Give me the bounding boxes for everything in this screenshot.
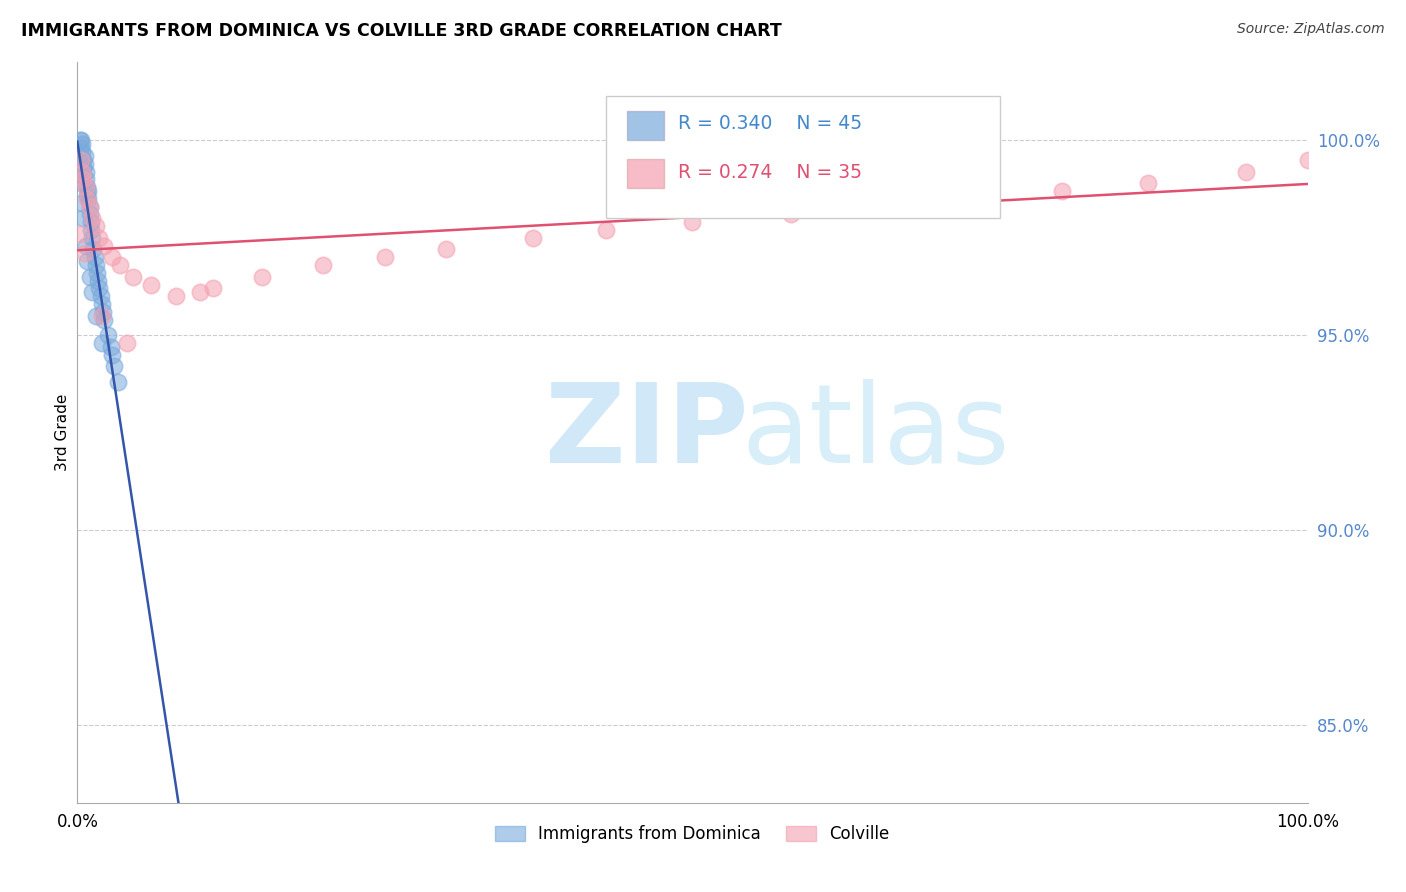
Point xyxy=(77,184,100,198)
Point xyxy=(83,250,105,264)
Point xyxy=(76,188,98,202)
Point xyxy=(121,269,143,284)
Point xyxy=(73,149,96,163)
Point xyxy=(72,161,94,175)
Point xyxy=(69,169,91,183)
Point xyxy=(374,250,396,264)
Point xyxy=(90,336,114,351)
Point xyxy=(188,285,212,300)
Text: Source: ZipAtlas.com: Source: ZipAtlas.com xyxy=(1237,22,1385,37)
Point xyxy=(93,238,115,252)
Point xyxy=(103,359,125,374)
Point xyxy=(77,192,100,206)
Text: IMMIGRANTS FROM DOMINICA VS COLVILLE 3RD GRADE CORRELATION CHART: IMMIGRANTS FROM DOMINICA VS COLVILLE 3RD… xyxy=(21,22,782,40)
Point xyxy=(79,200,101,214)
Point xyxy=(79,207,101,221)
Point xyxy=(72,153,94,167)
Point xyxy=(1050,184,1073,198)
Point xyxy=(73,157,96,171)
Point xyxy=(1234,164,1257,178)
Point xyxy=(91,305,114,319)
Point xyxy=(82,243,104,257)
Point xyxy=(75,164,97,178)
Point xyxy=(70,195,93,210)
Point xyxy=(101,250,124,264)
Point xyxy=(80,223,103,237)
Point xyxy=(79,200,101,214)
Legend: Immigrants from Dominica, Colville: Immigrants from Dominica, Colville xyxy=(488,819,897,850)
Point xyxy=(76,180,98,194)
Point xyxy=(107,375,129,389)
Point xyxy=(682,215,704,229)
Point xyxy=(82,285,104,300)
Point xyxy=(250,269,273,284)
Point xyxy=(90,289,112,303)
Point xyxy=(79,269,101,284)
Point xyxy=(70,145,93,159)
Point xyxy=(90,309,114,323)
Point xyxy=(97,328,120,343)
Point xyxy=(89,231,111,245)
Point xyxy=(69,133,91,147)
Point xyxy=(70,141,93,155)
Point xyxy=(70,137,93,152)
Point xyxy=(1296,153,1319,167)
Point xyxy=(115,336,138,351)
Point xyxy=(80,215,103,229)
Bar xyxy=(627,111,664,140)
Point xyxy=(72,172,94,186)
Point xyxy=(595,223,617,237)
Point xyxy=(93,312,115,326)
Point xyxy=(436,243,458,257)
Point xyxy=(866,200,889,214)
Point xyxy=(780,207,803,221)
Point xyxy=(70,164,93,178)
Point xyxy=(70,153,93,167)
Text: ZIP: ZIP xyxy=(546,379,748,486)
Point xyxy=(165,289,187,303)
Point xyxy=(82,211,104,226)
Point xyxy=(82,231,104,245)
Point xyxy=(1136,176,1159,190)
Point xyxy=(84,219,107,233)
Point xyxy=(100,340,122,354)
Point xyxy=(70,227,93,241)
Point xyxy=(76,192,98,206)
Point xyxy=(201,281,224,295)
Bar xyxy=(627,159,664,188)
Point xyxy=(75,238,97,252)
Point xyxy=(84,309,107,323)
Point xyxy=(70,133,93,147)
FancyBboxPatch shape xyxy=(606,95,1000,218)
Point xyxy=(90,297,114,311)
Point xyxy=(75,180,97,194)
Point xyxy=(312,258,335,272)
Point xyxy=(522,231,544,245)
Text: R = 0.340    N = 45: R = 0.340 N = 45 xyxy=(678,114,862,134)
Point xyxy=(75,172,97,186)
Point xyxy=(76,254,98,268)
Point xyxy=(141,277,163,292)
Point xyxy=(101,348,124,362)
Point xyxy=(110,258,132,272)
Y-axis label: 3rd Grade: 3rd Grade xyxy=(55,394,70,471)
Point xyxy=(86,266,108,280)
Point xyxy=(84,258,107,272)
Point xyxy=(72,211,94,226)
Point xyxy=(70,176,93,190)
Point xyxy=(952,192,974,206)
Point xyxy=(89,281,111,295)
Text: R = 0.274    N = 35: R = 0.274 N = 35 xyxy=(678,162,862,181)
Point xyxy=(87,274,110,288)
Text: atlas: atlas xyxy=(742,379,1010,486)
Point xyxy=(73,246,96,260)
